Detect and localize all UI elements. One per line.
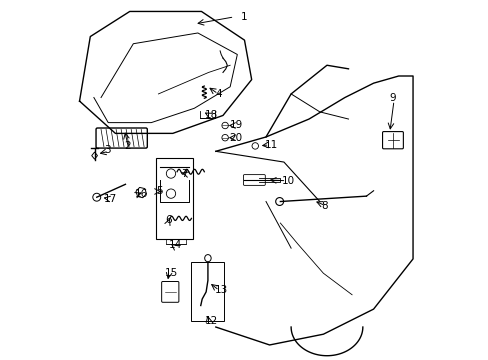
Text: 4: 4 <box>215 89 222 99</box>
Text: 8: 8 <box>321 201 327 211</box>
Text: 12: 12 <box>204 316 217 325</box>
Text: 10: 10 <box>282 176 295 186</box>
Text: 5: 5 <box>156 186 163 197</box>
Text: 6: 6 <box>164 215 171 225</box>
Text: 17: 17 <box>104 194 117 204</box>
Text: 19: 19 <box>229 121 242 130</box>
FancyBboxPatch shape <box>382 132 403 149</box>
Text: 16: 16 <box>135 189 148 199</box>
Bar <box>191 262 224 320</box>
FancyBboxPatch shape <box>96 128 147 148</box>
FancyBboxPatch shape <box>243 175 265 185</box>
Text: 13: 13 <box>215 285 228 296</box>
Text: 14: 14 <box>168 240 182 250</box>
Text: 20: 20 <box>229 133 242 143</box>
Text: 7: 7 <box>180 168 187 179</box>
Bar <box>155 158 193 239</box>
Text: 15: 15 <box>164 267 178 278</box>
Text: 2: 2 <box>124 141 131 151</box>
Text: 9: 9 <box>389 93 396 103</box>
Text: 3: 3 <box>104 144 111 154</box>
Text: 1: 1 <box>241 12 247 22</box>
FancyBboxPatch shape <box>162 282 179 302</box>
Text: 18: 18 <box>204 110 217 120</box>
Text: 11: 11 <box>265 140 278 150</box>
